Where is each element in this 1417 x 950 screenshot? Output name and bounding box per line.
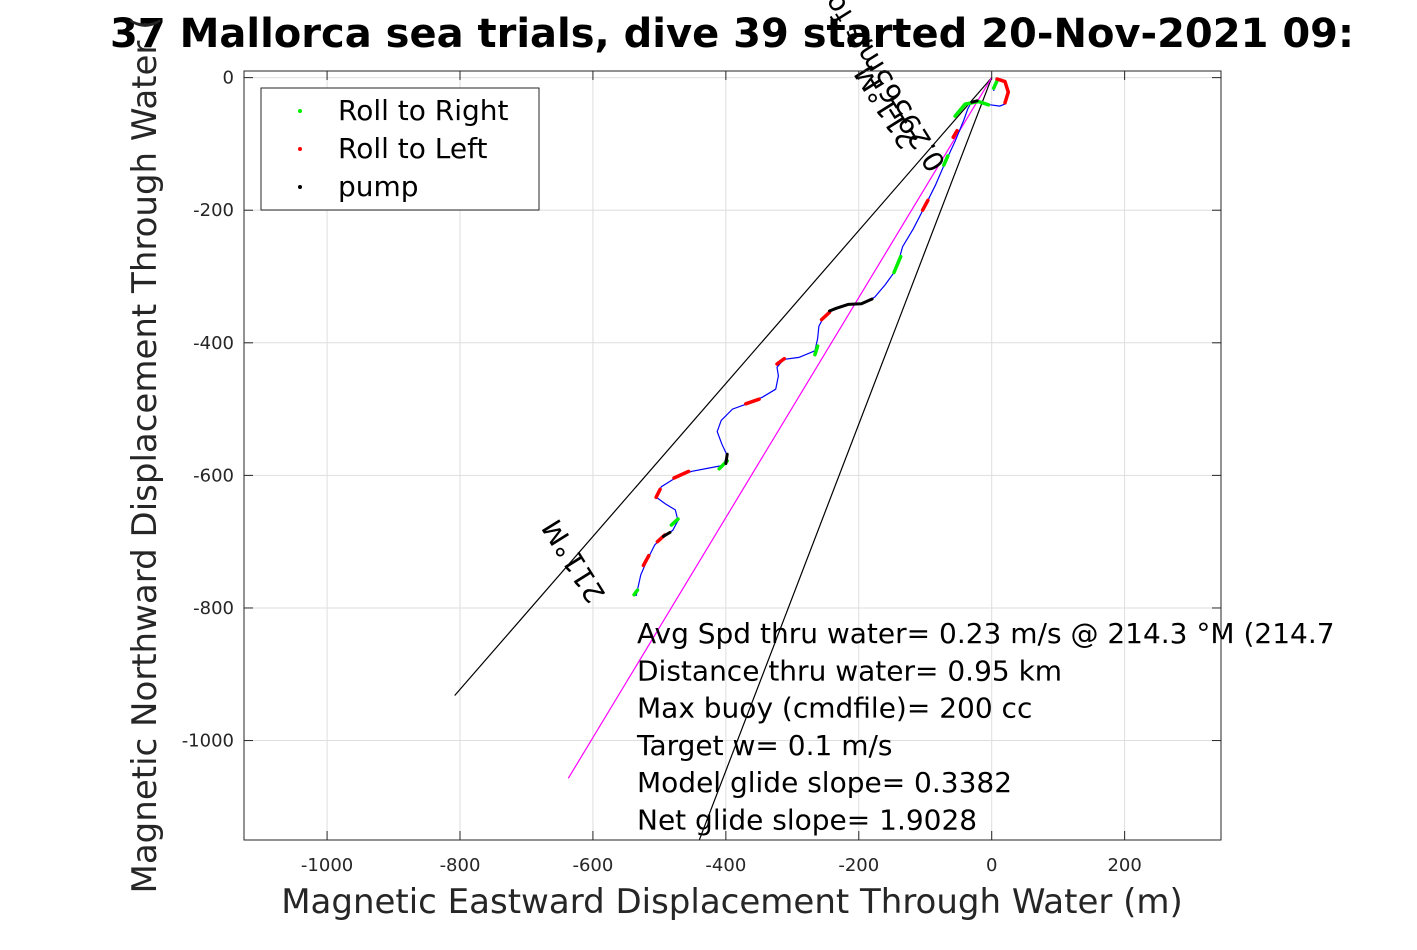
y-tick-label: -200 bbox=[193, 200, 234, 221]
roll-right-marker bbox=[942, 154, 950, 167]
x-tick-label: -200 bbox=[838, 855, 879, 876]
roll-left-marker bbox=[672, 469, 691, 480]
roll-right-marker bbox=[892, 254, 903, 275]
annotation-block: Avg Spd thru water= 0.23 m/s @ 214.3 °M … bbox=[636, 617, 1335, 837]
roll-left-marker bbox=[775, 356, 787, 366]
x-tick-label: -800 bbox=[440, 855, 481, 876]
roll-left-marker bbox=[654, 487, 662, 500]
pump-marker bbox=[724, 452, 729, 465]
plot-series bbox=[454, 77, 1011, 840]
chart-title: 37 Mallorca sea trials, dive 39 started … bbox=[110, 11, 1354, 57]
pump-marker bbox=[828, 297, 874, 313]
x-tick-label: 200 bbox=[1107, 855, 1141, 876]
current-track-line bbox=[567, 77, 993, 779]
legend: Roll to Right Roll to Left pump bbox=[260, 87, 540, 211]
roll-right-marker bbox=[813, 344, 820, 357]
y-tick-label: -1000 bbox=[182, 731, 234, 752]
legend-marker bbox=[298, 109, 302, 113]
annotation-line: Avg Spd thru water= 0.23 m/s @ 214.3 °M … bbox=[637, 617, 1335, 650]
pump-marker bbox=[970, 99, 979, 104]
x-tick-label: 0 bbox=[986, 855, 997, 876]
grid-lines bbox=[244, 71, 1221, 840]
heading-line-right bbox=[698, 77, 993, 840]
plot-frame bbox=[243, 70, 1222, 841]
x-tick-label: -400 bbox=[705, 855, 746, 876]
roll-left-marker bbox=[920, 198, 930, 212]
roll-right-marker bbox=[632, 588, 640, 597]
legend-label: pump bbox=[338, 170, 419, 203]
heading-line-left bbox=[454, 77, 993, 696]
legend-marker bbox=[298, 147, 302, 151]
roll-right-marker bbox=[991, 79, 999, 90]
axis-ticks: -1000 -800 -600 -400 -200 0 200 0 -200 -400 -600 -8… bbox=[182, 68, 1221, 876]
roll-left-marker bbox=[641, 553, 651, 568]
annotation-line: Max buoy (cmdfile)= 200 cc bbox=[637, 692, 1032, 725]
roll-left-marker bbox=[744, 397, 761, 406]
pump-marker bbox=[661, 530, 672, 538]
y-tick-label: 0 bbox=[223, 68, 234, 89]
annotation-line: Distance thru water= 0.95 km bbox=[637, 654, 1062, 687]
y-tick-label: -400 bbox=[193, 333, 234, 354]
roll-right-marker bbox=[669, 517, 680, 527]
legend-box bbox=[260, 87, 540, 211]
annotation-line: Net glide slope= 1.9028 bbox=[637, 804, 977, 837]
roll-left-marker bbox=[951, 128, 959, 140]
roll-left-marker bbox=[819, 310, 832, 322]
legend-label: Roll to Right bbox=[338, 94, 509, 127]
annotation-line: Model glide slope= 0.3382 bbox=[637, 766, 1012, 799]
x-axis-label: Magnetic Eastward Displacement Through W… bbox=[281, 882, 1183, 922]
legend-label: Roll to Left bbox=[338, 132, 487, 165]
annotation-line: Target w= 0.1 m/s bbox=[636, 729, 893, 762]
legend-marker bbox=[298, 185, 302, 189]
x-tick-label: -1000 bbox=[301, 855, 353, 876]
y-axis-label: Magnetic Northward Displacement Through … bbox=[125, 17, 165, 894]
y-tick-label: -600 bbox=[193, 465, 234, 486]
roll-left-marker bbox=[995, 77, 1011, 105]
x-tick-label: -600 bbox=[572, 855, 613, 876]
y-tick-label: -800 bbox=[193, 598, 234, 619]
